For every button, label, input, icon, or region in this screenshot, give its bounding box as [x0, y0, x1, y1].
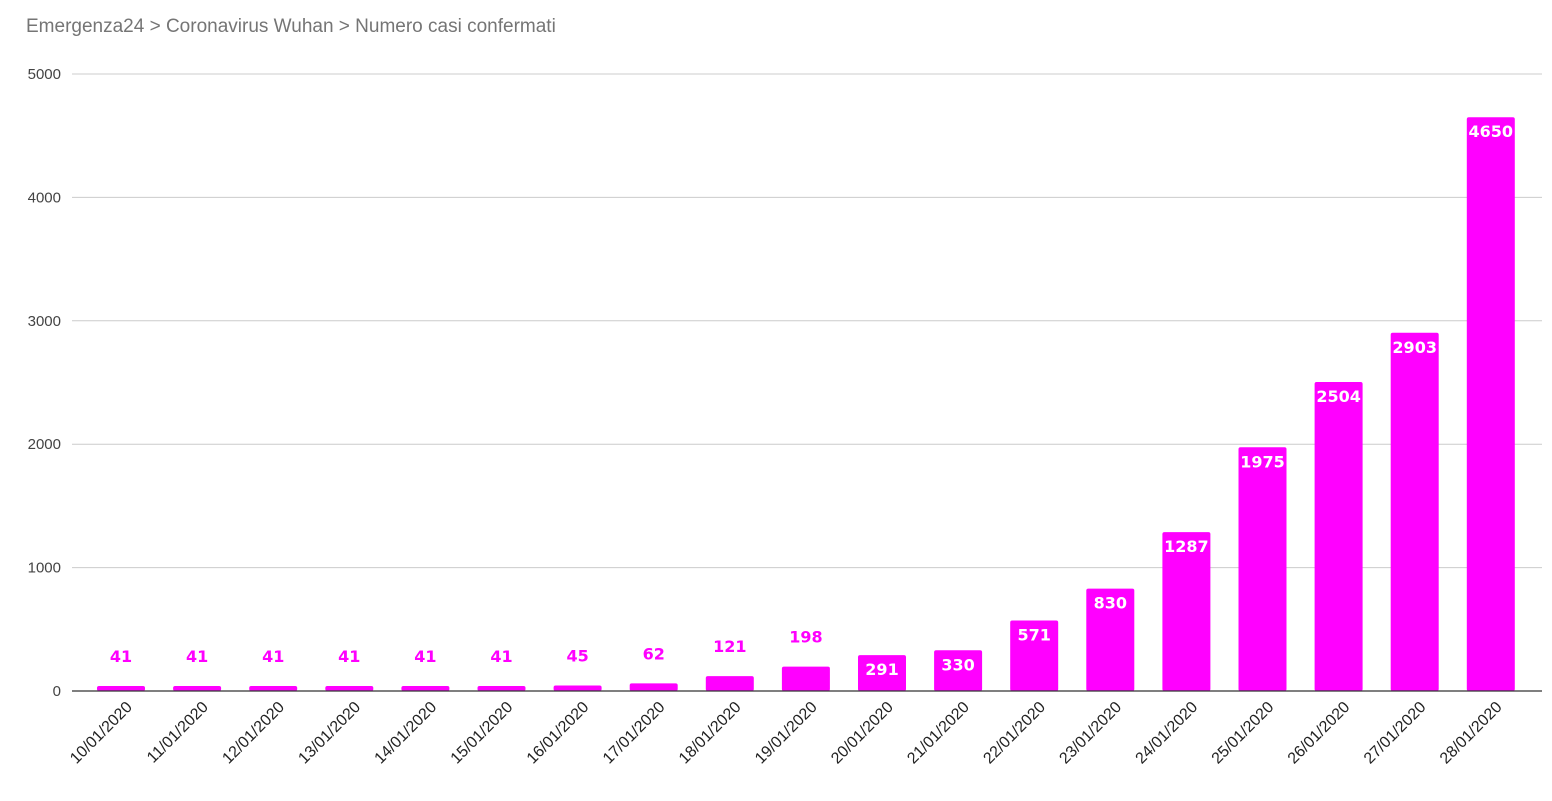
bar — [173, 685, 222, 691]
x-tick-label: 28/01/2020 — [1437, 699, 1506, 768]
bar — [97, 685, 145, 691]
data-label: 41 — [490, 647, 512, 666]
x-axis-labels: 10/01/2020 11/01/2020 12/01/2020 13/01/2020… — [67, 699, 1506, 768]
bar — [1390, 332, 1439, 691]
y-axis-ticks: 0 1000 2000 3000 4000 5000 — [28, 66, 61, 700]
data-label: 830 — [1094, 594, 1127, 613]
x-tick-label: 20/01/2020 — [828, 699, 897, 768]
y-tick-label: 2000 — [28, 436, 61, 453]
x-tick-label: 17/01/2020 — [600, 699, 669, 768]
x-tick-label: 19/01/2020 — [752, 699, 821, 768]
data-label: 291 — [865, 660, 898, 679]
bars — [97, 117, 1515, 691]
x-tick-label: 21/01/2020 — [904, 699, 973, 768]
x-tick-label: 18/01/2020 — [676, 699, 745, 768]
data-label: 571 — [1017, 626, 1050, 645]
data-label: 41 — [110, 647, 132, 666]
bar — [477, 685, 526, 691]
bar — [934, 650, 983, 691]
bar — [553, 685, 602, 691]
gridlines — [72, 73, 1542, 569]
y-tick-label: 3000 — [28, 313, 61, 330]
bar — [249, 685, 298, 691]
data-label: 1287 — [1164, 537, 1209, 556]
data-label: 198 — [789, 628, 822, 647]
data-labels: 41 41 41 41 41 41 45 62 121 198 291 330 571 830 1287 19… — [110, 122, 1513, 679]
x-tick-label: 27/01/2020 — [1361, 699, 1430, 768]
bar — [1162, 532, 1211, 691]
bar — [1010, 620, 1059, 691]
x-tick-label: 13/01/2020 — [295, 699, 364, 768]
y-tick-label: 1000 — [28, 560, 61, 577]
x-tick-label: 26/01/2020 — [1285, 699, 1354, 768]
x-tick-label: 23/01/2020 — [1056, 699, 1125, 768]
data-label: 45 — [566, 646, 588, 665]
x-tick-label: 24/01/2020 — [1133, 699, 1202, 768]
bar — [629, 683, 678, 691]
bar — [781, 666, 830, 691]
y-tick-label: 0 — [53, 683, 61, 700]
y-tick-label: 4000 — [28, 189, 61, 206]
bar — [1314, 382, 1363, 691]
y-tick-label: 5000 — [28, 66, 61, 83]
x-tick-label: 12/01/2020 — [219, 699, 288, 768]
bar — [1466, 117, 1515, 691]
bar — [1238, 447, 1287, 691]
data-label: 41 — [186, 647, 208, 666]
data-label: 1975 — [1240, 452, 1285, 471]
data-label: 41 — [414, 647, 436, 666]
data-label: 41 — [262, 647, 284, 666]
chart-title: Emergenza24 > Coronavirus Wuhan > Numero… — [26, 16, 556, 37]
data-label: 2504 — [1316, 387, 1361, 406]
bar — [705, 676, 754, 691]
x-tick-label: 10/01/2020 — [67, 699, 136, 768]
x-tick-label: 15/01/2020 — [448, 699, 517, 768]
x-tick-label: 14/01/2020 — [372, 699, 441, 768]
bar — [858, 655, 906, 691]
x-tick-label: 16/01/2020 — [524, 699, 593, 768]
data-label: 121 — [713, 637, 746, 656]
data-label: 4650 — [1469, 122, 1514, 141]
bar — [325, 685, 374, 691]
x-tick-label: 22/01/2020 — [980, 699, 1049, 768]
data-label: 62 — [643, 644, 665, 663]
x-tick-label: 25/01/2020 — [1209, 699, 1278, 768]
data-label: 41 — [338, 647, 360, 666]
bar — [1086, 588, 1135, 691]
x-tick-label: 11/01/2020 — [144, 699, 212, 767]
bar — [401, 685, 450, 691]
data-label: 2903 — [1392, 338, 1437, 357]
data-label: 330 — [941, 655, 974, 674]
